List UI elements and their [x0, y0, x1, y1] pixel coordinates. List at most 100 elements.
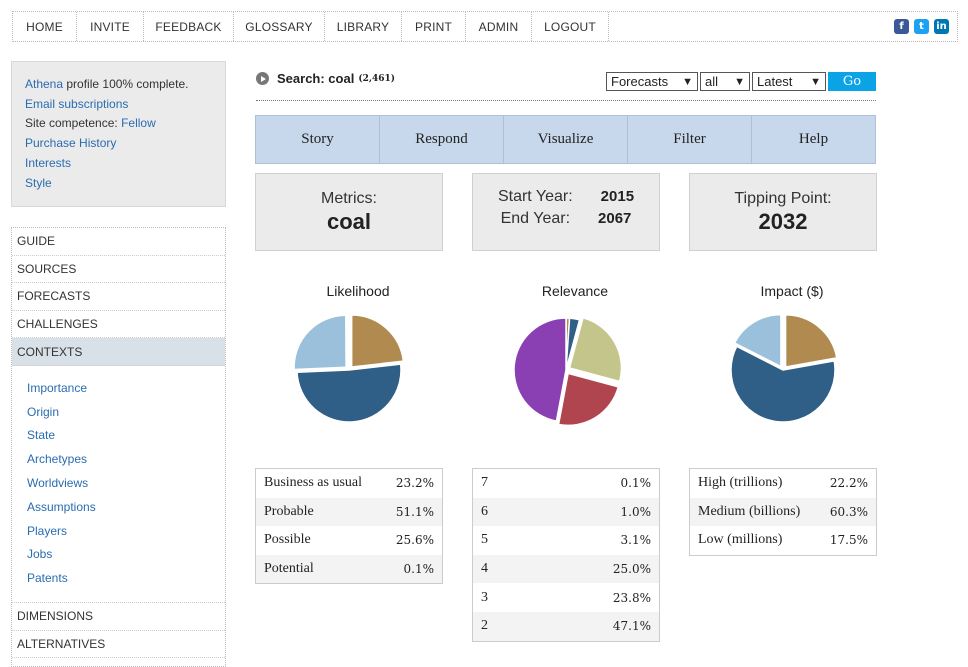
contexts-submenu: Importance Origin State Archetypes World…	[12, 366, 225, 603]
nav-invite[interactable]: INVITE	[77, 12, 144, 41]
sort-select[interactable]: Latest ▼	[752, 72, 826, 91]
submenu-state[interactable]: State	[27, 424, 225, 448]
row-category: Low (millions)	[698, 532, 782, 548]
row-category: Medium (billions)	[698, 504, 800, 520]
row-category: 5	[481, 532, 488, 548]
row-category: High (trillions)	[698, 475, 782, 491]
start-year-value: 2015	[601, 188, 634, 206]
twitter-icon[interactable]: t	[914, 19, 929, 34]
linkedin-icon[interactable]: in	[934, 19, 949, 34]
leftnav-forecasts[interactable]: FORECASTS	[12, 283, 225, 311]
search-count: (2,461)	[358, 74, 395, 84]
tab-respond[interactable]: Respond	[380, 116, 504, 163]
email-subscriptions-link[interactable]: Email subscriptions	[25, 95, 225, 115]
row-category: 7	[481, 475, 488, 491]
start-year-label: Start Year:	[498, 188, 573, 206]
row-category: Potential	[264, 561, 314, 577]
submenu-importance[interactable]: Importance	[27, 376, 225, 400]
submenu-players[interactable]: Players	[27, 519, 225, 543]
nav-logout[interactable]: LOGOUT	[532, 12, 609, 41]
row-percent: 51.1%	[396, 505, 434, 519]
leftnav-challenges[interactable]: CHALLENGES	[12, 311, 225, 339]
submenu-origin[interactable]: Origin	[27, 400, 225, 424]
tab-story[interactable]: Story	[256, 116, 380, 163]
submenu-jobs[interactable]: Jobs	[27, 543, 225, 567]
competence-value-link[interactable]: Fellow	[121, 116, 156, 130]
nav-glossary[interactable]: GLOSSARY	[234, 12, 325, 41]
table-row: Possible 25.6%	[256, 526, 442, 555]
submenu-worldviews[interactable]: Worldviews	[27, 471, 225, 495]
table-row: Probable 51.1%	[256, 498, 442, 527]
left-nav: GUIDE SOURCES FORECASTS CHALLENGES CONTE…	[11, 227, 226, 667]
row-category: 2	[481, 618, 488, 634]
table-row: 3 23.8%	[473, 583, 659, 612]
go-button[interactable]: Go	[828, 72, 876, 91]
pie-slice-2[interactable]	[514, 318, 566, 421]
purchase-history-link[interactable]: Purchase History	[25, 134, 225, 154]
competence-label: Site competence:	[25, 116, 121, 130]
row-category: Business as usual	[264, 475, 362, 491]
divider	[256, 100, 876, 101]
leftnav-sources[interactable]: SOURCES	[12, 256, 225, 284]
nav-print[interactable]: PRINT	[402, 12, 466, 41]
play-icon[interactable]	[256, 72, 269, 85]
pie-slice-high-trillions-[interactable]	[786, 315, 837, 367]
row-category: 3	[481, 590, 488, 606]
pie-slice-probable[interactable]	[297, 364, 401, 422]
row-category: 4	[481, 561, 488, 577]
type-select[interactable]: Forecasts▼	[606, 72, 698, 91]
row-percent: 23.2%	[396, 476, 434, 490]
nav-library[interactable]: LIBRARY	[325, 12, 402, 41]
row-percent: 60.3%	[830, 505, 868, 519]
table-row: 4 25.0%	[473, 555, 659, 584]
leftnav-alternatives[interactable]: ALTERNATIVES	[12, 631, 225, 659]
submenu-archetypes[interactable]: Archetypes	[27, 447, 225, 471]
end-year-label: End Year:	[501, 210, 570, 228]
row-category: Possible	[264, 532, 311, 548]
table-row: Low (millions) 17.5%	[690, 526, 876, 555]
submenu-assumptions[interactable]: Assumptions	[27, 495, 225, 519]
sort-select-value: Latest	[757, 74, 792, 89]
years-box: Start Year: 2015 End Year:2067	[472, 173, 660, 251]
metrics-box: Metrics: coal	[255, 173, 443, 251]
nav-admin[interactable]: ADMIN	[466, 12, 532, 41]
top-nav: HOME INVITE FEEDBACK GLOSSARY LIBRARY PR…	[12, 11, 958, 42]
end-year-row: End Year:2067	[473, 210, 659, 228]
scope-select[interactable]: all▼	[700, 72, 750, 91]
tab-filter[interactable]: Filter	[628, 116, 752, 163]
row-category: Probable	[264, 504, 314, 520]
leftnav-contexts[interactable]: CONTEXTS	[12, 338, 225, 366]
row-percent: 23.8%	[613, 591, 651, 605]
nav-home[interactable]: HOME	[13, 12, 77, 41]
row-percent: 0.1%	[621, 476, 652, 490]
leftnav-guide[interactable]: GUIDE	[12, 228, 225, 256]
metrics-label: Metrics:	[256, 190, 442, 208]
row-percent: 25.0%	[613, 562, 651, 576]
start-year-row: Start Year: 2015	[473, 188, 659, 206]
tab-bar: Story Respond Visualize Filter Help	[255, 115, 876, 164]
pie-slice-3[interactable]	[559, 373, 619, 425]
row-percent: 25.6%	[396, 533, 434, 547]
athena-link[interactable]: Athena	[25, 77, 63, 91]
tipping-point-label: Tipping Point:	[690, 190, 876, 208]
nav-feedback[interactable]: FEEDBACK	[144, 12, 234, 41]
search-label: Search: coal	[277, 71, 354, 86]
social-links: f t in	[894, 12, 957, 41]
interests-link[interactable]: Interests	[25, 154, 225, 174]
facebook-icon[interactable]: f	[894, 19, 909, 34]
leftnav-dimensions[interactable]: DIMENSIONS	[12, 603, 225, 631]
pie-slice-possible[interactable]	[294, 315, 346, 369]
chevron-down-icon: ▼	[810, 76, 821, 88]
chevron-down-icon: ▼	[734, 76, 745, 88]
submenu-patents[interactable]: Patents	[27, 566, 225, 590]
row-percent: 17.5%	[830, 533, 868, 547]
style-link[interactable]: Style	[25, 174, 225, 194]
row-category: 6	[481, 504, 488, 520]
tab-visualize[interactable]: Visualize	[504, 116, 628, 163]
tab-help[interactable]: Help	[752, 116, 875, 163]
pie-slice-business-as-usual[interactable]	[352, 315, 404, 367]
type-select-value: Forecasts	[611, 74, 668, 89]
